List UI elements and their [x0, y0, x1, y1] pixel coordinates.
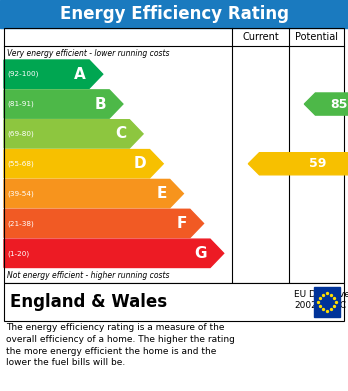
Polygon shape	[4, 120, 143, 148]
Bar	[4, 283, 344, 321]
Text: D: D	[134, 156, 147, 171]
Text: Energy Efficiency Rating: Energy Efficiency Rating	[60, 5, 288, 23]
Polygon shape	[4, 60, 103, 88]
Bar	[0, 0, 348, 28]
Polygon shape	[4, 239, 224, 267]
Text: (92-100): (92-100)	[7, 71, 38, 77]
Text: B: B	[95, 97, 106, 111]
Bar	[4, 28, 344, 283]
Bar	[314, 287, 340, 317]
Text: (39-54): (39-54)	[7, 190, 34, 197]
Polygon shape	[4, 90, 123, 118]
Polygon shape	[304, 93, 348, 115]
Polygon shape	[4, 150, 163, 178]
Text: E: E	[156, 186, 167, 201]
Text: C: C	[115, 126, 126, 142]
Polygon shape	[4, 209, 204, 238]
Text: (21-38): (21-38)	[7, 220, 34, 227]
Text: England & Wales: England & Wales	[10, 293, 167, 311]
Text: 85: 85	[330, 97, 348, 111]
Text: Current: Current	[242, 32, 279, 42]
Text: (69-80): (69-80)	[7, 131, 34, 137]
Text: (55-68): (55-68)	[7, 160, 34, 167]
Text: G: G	[195, 246, 207, 261]
Text: F: F	[176, 216, 187, 231]
Text: Potential: Potential	[295, 32, 338, 42]
Text: (1-20): (1-20)	[7, 250, 29, 256]
Text: EU Directive
2002/91/EC: EU Directive 2002/91/EC	[294, 290, 348, 310]
Polygon shape	[4, 179, 183, 208]
Text: Not energy efficient - higher running costs: Not energy efficient - higher running co…	[7, 271, 169, 280]
Text: 59: 59	[309, 157, 326, 170]
Text: Very energy efficient - lower running costs: Very energy efficient - lower running co…	[7, 48, 169, 57]
Text: (81-91): (81-91)	[7, 101, 34, 107]
Text: The energy efficiency rating is a measure of the
overall efficiency of a home. T: The energy efficiency rating is a measur…	[6, 323, 235, 368]
Polygon shape	[248, 153, 348, 175]
Text: A: A	[74, 67, 86, 82]
